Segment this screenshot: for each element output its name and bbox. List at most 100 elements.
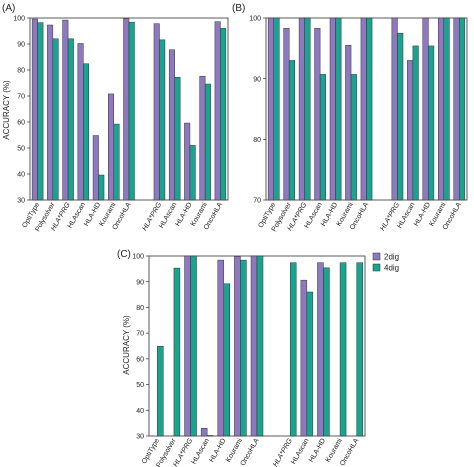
bar-2dig xyxy=(199,75,206,201)
y-tick-label: 60 xyxy=(136,356,144,363)
bar-2dig xyxy=(234,256,241,437)
bar-4dig xyxy=(335,17,342,201)
y-tick-label: 60 xyxy=(17,120,25,127)
bar-4dig xyxy=(37,22,44,201)
y-tick-label: 90 xyxy=(136,279,144,286)
panel-a-axes: 30405060708090100OptiTypePolysolverHLA*P… xyxy=(13,16,229,233)
legend-swatch-2dig xyxy=(372,252,381,261)
bar-2dig xyxy=(300,279,308,437)
y-tick-label: 90 xyxy=(253,76,261,83)
bar-4dig xyxy=(306,291,314,437)
legend-label-4dig: 4dig xyxy=(384,264,399,273)
bar-4dig xyxy=(304,17,311,201)
bar-2dig xyxy=(217,259,225,437)
y-tick-label: 70 xyxy=(253,198,261,205)
bar-4dig xyxy=(223,283,231,437)
bar-4dig xyxy=(289,262,297,437)
y-tick-label: 50 xyxy=(17,146,25,153)
bar-2dig xyxy=(108,93,115,201)
bar-4dig xyxy=(412,45,419,201)
bar-2dig xyxy=(214,21,221,201)
y-tick-label: 70 xyxy=(17,94,25,101)
bar-4dig xyxy=(220,28,227,201)
bar-2dig xyxy=(391,17,398,201)
bar-4dig xyxy=(397,32,404,201)
bar-4dig xyxy=(113,123,120,201)
bar-2dig xyxy=(31,18,38,201)
bar-2dig xyxy=(77,43,84,201)
bar-4dig xyxy=(52,38,59,201)
bar-4dig xyxy=(190,255,197,437)
panel-c-axes: 30405060708090100OptiTypePolysolverHLA*P… xyxy=(132,254,366,467)
bar-2dig xyxy=(317,262,324,437)
bar-4dig xyxy=(157,346,164,437)
bar-2dig xyxy=(62,19,69,201)
panel-c: (C) ACCURACY (%) 30405060708090100OptiTy… xyxy=(117,249,366,467)
bar-4dig xyxy=(459,17,466,201)
panel-b-label: (B) xyxy=(232,3,245,14)
bar-2dig xyxy=(314,28,321,201)
bar-4dig xyxy=(98,174,105,201)
y-tick-label: 40 xyxy=(136,408,144,415)
y-tick-label: 80 xyxy=(136,305,144,312)
panel-c-label: (C) xyxy=(117,249,131,260)
legend-label-2dig: 2dig xyxy=(384,253,399,262)
bar-2dig xyxy=(329,17,336,201)
panel-a-ylabel: ACCURACY (%) xyxy=(2,80,11,140)
bar-2dig xyxy=(250,255,258,437)
y-tick-label: 80 xyxy=(253,137,261,144)
bar-4dig xyxy=(443,17,450,201)
bar-4dig xyxy=(339,262,347,437)
bar-4dig xyxy=(83,63,90,201)
panel-c-ylabel: ACCURACY (%) xyxy=(122,315,131,375)
bar-2dig xyxy=(298,17,305,201)
bar-4dig xyxy=(67,38,74,201)
bar-4dig xyxy=(240,259,247,437)
y-tick-label: 30 xyxy=(136,434,144,441)
y-tick-label: 50 xyxy=(136,382,144,389)
bar-2dig xyxy=(184,255,191,437)
bar-2dig xyxy=(267,17,274,201)
bar-2dig xyxy=(184,122,191,201)
panel-a: (A) ACCURACY (%) 30405060708090100OptiTy… xyxy=(2,3,229,233)
bar-4dig xyxy=(273,17,280,201)
bar-4dig xyxy=(174,77,181,201)
y-tick-label: 80 xyxy=(17,68,25,75)
bar-2dig xyxy=(345,45,352,201)
bar-2dig xyxy=(407,60,414,201)
bar-2dig xyxy=(153,23,160,201)
y-tick-label: 100 xyxy=(249,16,261,23)
bar-4dig xyxy=(319,74,326,201)
bar-4dig xyxy=(204,83,211,201)
bar-4dig xyxy=(323,267,330,437)
bar-4dig xyxy=(428,45,435,201)
y-tick-label: 100 xyxy=(132,254,144,261)
y-tick-label: 30 xyxy=(17,198,25,205)
bar-4dig xyxy=(128,21,135,201)
bar-2dig xyxy=(168,49,175,201)
bar-2dig xyxy=(453,17,460,201)
legend-swatch-4dig xyxy=(372,263,381,272)
bar-2dig xyxy=(47,24,54,201)
legend: 2dig 4dig xyxy=(372,252,399,273)
bar-2dig xyxy=(92,135,99,201)
bar-4dig xyxy=(288,60,296,201)
bar-2dig xyxy=(437,17,445,201)
y-tick-label: 40 xyxy=(17,172,25,179)
bar-4dig xyxy=(189,145,196,201)
bar-4dig xyxy=(173,267,181,437)
bar-4dig xyxy=(350,74,357,201)
panel-b-axes: 708090100OptiTypePolysolverHLA*PRGHLAsca… xyxy=(249,16,468,233)
panel-b: (B) 708090100OptiTypePolysolverHLA*PRGHL… xyxy=(232,3,468,233)
y-tick-label: 100 xyxy=(13,16,25,23)
bar-4dig xyxy=(159,39,166,201)
bar-4dig xyxy=(366,17,373,201)
bar-2dig xyxy=(422,17,429,201)
bar-2dig xyxy=(200,428,208,437)
y-tick-label: 90 xyxy=(17,42,25,49)
bar-2dig xyxy=(360,17,367,201)
bar-4dig xyxy=(356,262,363,437)
bar-2dig xyxy=(283,28,290,201)
bar-2dig xyxy=(123,18,130,201)
